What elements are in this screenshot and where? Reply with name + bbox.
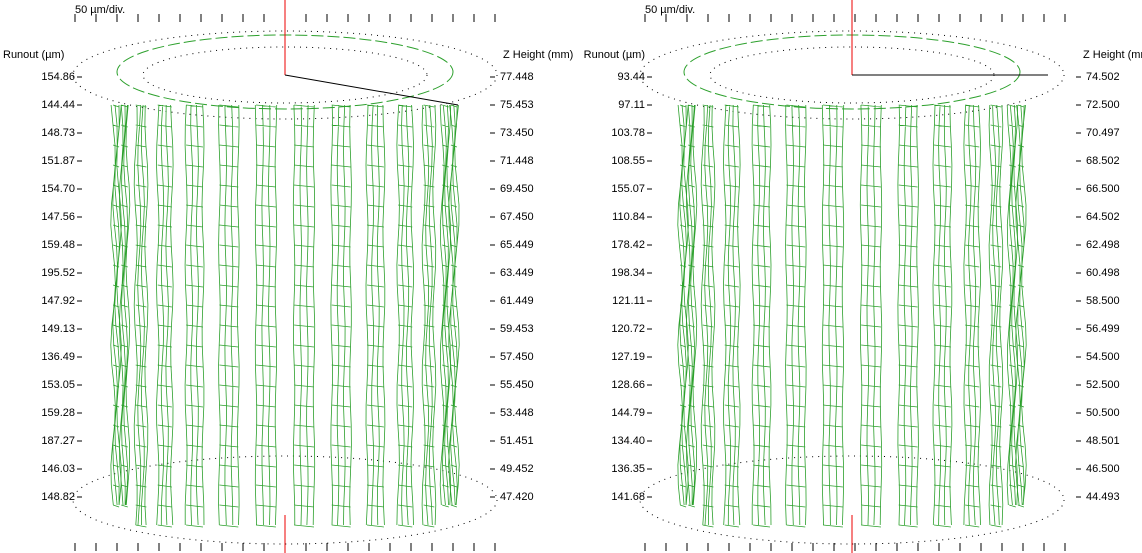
runout-label: 97.11 (618, 99, 645, 111)
surface-strip (449, 105, 460, 507)
z-height-label: 53.448 (500, 407, 534, 419)
surface-strip (898, 105, 919, 527)
runout-label: 148.73 (41, 127, 75, 139)
z-height-label: 67.450 (500, 211, 534, 223)
surface-strip (964, 105, 981, 527)
z-height-label: 56.499 (1086, 323, 1120, 335)
runout-label: 103.78 (611, 127, 645, 139)
left-axis-title: Runout (µm) (3, 49, 64, 61)
z-height-label: 60.498 (1086, 267, 1120, 279)
surface-strip (366, 105, 385, 527)
runout-label: 155.07 (611, 183, 645, 195)
right-axis-title: Z Height (mm) (503, 49, 573, 61)
z-height-label: 71.448 (500, 155, 534, 167)
runout-label: 146.03 (41, 463, 75, 475)
runout-label: 154.86 (41, 71, 75, 83)
surface-strip (686, 105, 697, 507)
runout-view: 50 µm/div. Runout (µm) Z Height (mm) 154.86… (0, 0, 1142, 553)
z-height-label: 75.453 (500, 99, 534, 111)
runout-label: 154.70 (41, 183, 75, 195)
surface-strip (157, 105, 174, 527)
z-height-label: 48.501 (1086, 435, 1120, 447)
runout-label: 148.82 (41, 491, 75, 503)
runout-label: 110.84 (612, 211, 645, 223)
surface-strip (786, 105, 807, 527)
surface-strip (752, 105, 771, 527)
surface-strip (860, 105, 881, 527)
runout-label: 136.49 (41, 351, 75, 363)
surface-strip (933, 105, 952, 527)
surface-strip (134, 105, 148, 527)
runout-label: 93.44 (617, 71, 645, 83)
runout-label: 108.55 (611, 155, 645, 167)
z-height-label: 63.449 (500, 267, 534, 279)
scale-label: 50 µm/div. (75, 4, 125, 16)
z-height-label: 54.500 (1086, 351, 1120, 363)
z-height-label: 47.420 (500, 491, 534, 503)
indicator (285, 75, 458, 105)
right-axis-title: Z Height (mm) (1083, 49, 1142, 61)
surface-strip (701, 105, 715, 527)
runout-label: 120.72 (611, 323, 645, 335)
z-height-label: 73.450 (500, 127, 534, 139)
runout-label: 144.79 (611, 407, 645, 419)
z-height-label: 52.500 (1086, 379, 1120, 391)
surface-strip (422, 105, 436, 527)
z-height-label: 74.502 (1086, 71, 1120, 83)
z-height-label: 50.500 (1086, 407, 1120, 419)
page: 50 µm/div. Runout (µm) Z Height (mm) 154.86… (0, 0, 1142, 553)
surface-strip (185, 105, 204, 527)
z-height-label: 46.500 (1086, 463, 1120, 475)
surface-strip (331, 105, 352, 527)
runout-label: 147.56 (41, 211, 75, 223)
surface-strip (724, 105, 741, 527)
runout-label: 159.48 (41, 239, 75, 251)
surface-strip (822, 105, 843, 527)
z-height-label: 57.450 (500, 351, 534, 363)
surface-strip (989, 105, 1003, 527)
runout-label: 147.92 (41, 295, 75, 307)
z-height-label: 51.451 (500, 435, 534, 447)
panel: 50 µm/div. Runout (µm) Z Height (mm) 154.86… (3, 0, 573, 553)
z-height-label: 55.450 (500, 379, 534, 391)
runout-label: 178.42 (611, 239, 645, 251)
z-height-label: 77.448 (500, 71, 534, 83)
surface-strip (1016, 105, 1027, 507)
z-height-label: 64.502 (1086, 211, 1120, 223)
runout-label: 141.68 (611, 491, 645, 503)
z-height-label: 66.500 (1086, 183, 1120, 195)
surface-strip (119, 105, 130, 507)
panel: 50 µm/div. Runout (µm) Z Height (mm) 93.44 7… (584, 0, 1142, 553)
scale-label: 50 µm/div. (645, 4, 695, 16)
z-height-label: 62.498 (1086, 239, 1120, 251)
runout-label: 121.11 (612, 295, 645, 307)
runout-label: 134.40 (611, 435, 645, 447)
z-height-label: 59.453 (500, 323, 534, 335)
runout-label: 159.28 (41, 407, 75, 419)
z-height-label: 72.500 (1086, 99, 1120, 111)
surface-strip (293, 105, 314, 527)
z-height-label: 44.493 (1086, 491, 1120, 503)
runout-label: 151.87 (41, 155, 75, 167)
z-height-label: 49.452 (500, 463, 534, 475)
runout-label: 195.52 (41, 267, 75, 279)
z-height-label: 65.449 (500, 239, 534, 251)
runout-label: 149.13 (41, 323, 75, 335)
runout-label: 187.27 (41, 435, 75, 447)
z-height-label: 61.449 (500, 295, 534, 307)
z-height-label: 58.500 (1086, 295, 1120, 307)
surface-strip (219, 105, 240, 527)
surface-strip (397, 105, 414, 527)
runout-label: 198.34 (611, 267, 645, 279)
runout-label: 127.19 (611, 351, 645, 363)
left-axis-title: Runout (µm) (584, 49, 645, 61)
runout-label: 153.05 (41, 379, 75, 391)
runout-label: 136.35 (611, 463, 645, 475)
runout-label: 144.44 (41, 99, 75, 111)
z-height-label: 69.450 (500, 183, 534, 195)
z-height-label: 68.502 (1086, 155, 1120, 167)
z-height-label: 70.497 (1086, 127, 1120, 139)
runout-label: 128.66 (611, 379, 645, 391)
surface-strip (255, 105, 276, 527)
